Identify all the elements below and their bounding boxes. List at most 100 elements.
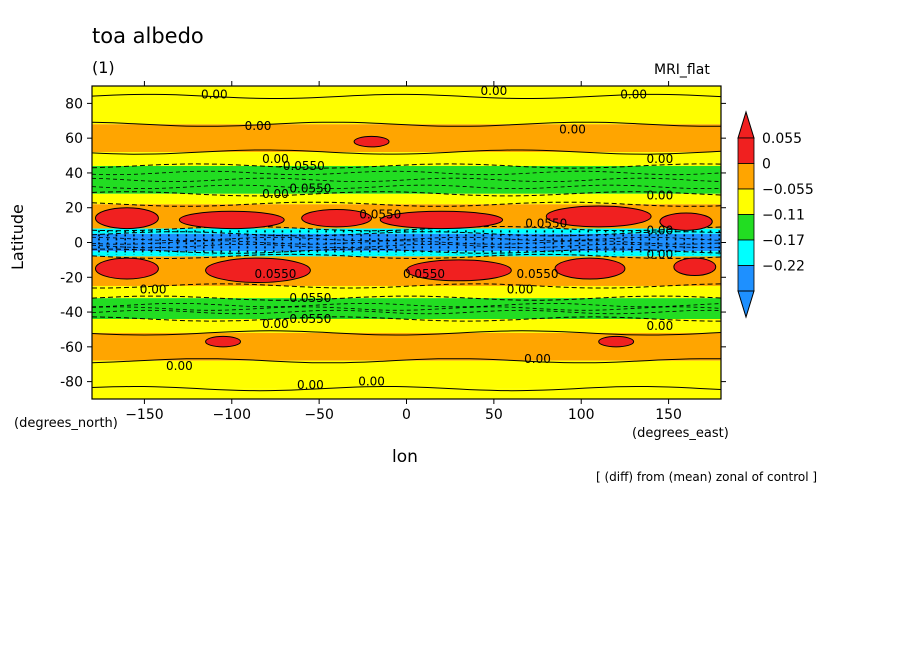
contour-line-7: [92, 226, 721, 232]
colorbar-swatch-neg3: [737, 265, 755, 292]
contour-label-1: 0.00: [481, 84, 508, 98]
contour-line-14: [92, 330, 721, 336]
contour-label-21: 0.0550: [289, 312, 331, 326]
contour-line-2: [92, 121, 721, 127]
model-name: MRI_flat: [654, 62, 710, 78]
chart-title: toa albedo: [92, 24, 204, 48]
contour-line-10: [92, 253, 721, 260]
colorbar-swatch-neg1: [737, 214, 755, 241]
contour-label-25: 0.00: [524, 352, 551, 366]
contour-line-9: [92, 248, 721, 254]
maximum-region-5: [659, 212, 713, 231]
contour-line-3: [92, 149, 721, 155]
y-tick-label-1: -60: [60, 340, 83, 356]
contour-band-5: [92, 193, 721, 205]
contour-band-3: [92, 152, 721, 166]
colorbar-arrow-top: [737, 110, 755, 139]
contour-line-12: [92, 295, 721, 301]
contour-line-15: [92, 358, 721, 364]
contour-label-9: -0.0550: [279, 159, 325, 173]
colorbar-swatch-neg2: [737, 239, 755, 266]
contour-label-2: 0.00: [620, 88, 647, 102]
contour-band-1: [92, 96, 721, 125]
contour-label-23: 0.00: [262, 317, 289, 331]
contour-band-7: [92, 228, 721, 234]
maximum-region-6: [94, 257, 159, 280]
contour-label-16: 0.0550: [403, 267, 445, 281]
contour-band-16: [92, 388, 721, 399]
contour-label-7: 0.00: [262, 187, 289, 201]
axes: -80 -60 -40 -20 0 20 40 60 80 −150 −100 −50 0 50 100 15…: [60, 81, 726, 423]
contour-label-11: 0.0550: [359, 208, 401, 222]
contour-line-5: [92, 191, 721, 197]
contour-label-27: 0.00: [358, 375, 385, 389]
x-tick-label-5: 100: [568, 407, 595, 423]
x-tick-label-0: −150: [125, 407, 163, 423]
maximum-region-12: [205, 335, 242, 348]
x-tick-label-4: 50: [485, 407, 503, 423]
x-axis-label: lon: [392, 447, 418, 467]
contour-line-6: [92, 201, 721, 207]
contour-label-6: 0.00: [646, 152, 673, 166]
y-tick-label-8: 80: [65, 96, 83, 112]
contour-label-24: 0.00: [166, 359, 193, 373]
maximum-region-11: [353, 135, 390, 148]
contour-label-12: 0.0550: [525, 216, 567, 230]
colorbar-label-0: 0.055: [762, 131, 802, 147]
colorbar-swatch-neutral: [737, 188, 755, 215]
y-tick-label-4: 0: [74, 236, 83, 252]
contour-label-13: 0.00: [646, 223, 673, 237]
maximum-region-0: [94, 207, 159, 230]
plot-area: 0.00 0.00 0.00 0.00 0.00 0.00 0.00 0.00 0.00 -0.0…: [92, 84, 721, 399]
contour-band-15: [92, 360, 721, 389]
contour-band-4: [92, 165, 721, 194]
colorbar-label-4: −0.17: [762, 233, 805, 249]
maximum-region-2: [301, 208, 373, 228]
x-tick-label-6: 150: [655, 407, 682, 423]
y-tick-label-5: 20: [65, 201, 83, 217]
y-tick-label-3: -20: [60, 270, 83, 286]
colorbar-label-2: −0.055: [762, 182, 814, 198]
colorbar-swatch-pos: [737, 163, 755, 190]
y-tick-label-0: -80: [60, 375, 83, 391]
colorbar-swatch-high: [737, 137, 755, 164]
maximum-region-1: [178, 210, 285, 230]
colorbar: 0.055 0 −0.055 −0.11 −0.17 −0.22: [737, 110, 814, 319]
colorbar-arrow-bottom: [737, 290, 755, 319]
contour-band-2: [92, 124, 721, 153]
contour-label-4: 0.00: [559, 122, 586, 136]
x-tick-label-2: −50: [304, 407, 334, 423]
contour-label-3: 0.00: [245, 119, 272, 133]
contour-label-20: 0.0550: [289, 291, 331, 305]
panel-label: (1): [92, 58, 115, 77]
contour-line-16: [92, 386, 721, 392]
maximum-region-8: [406, 259, 512, 282]
contour-band-13: [92, 319, 721, 333]
contour-label-10: 0.0550: [289, 182, 331, 196]
contour-line-11: [92, 283, 721, 289]
contour-line-1: [92, 93, 721, 99]
maximum-region-13: [598, 335, 635, 348]
contour-band-0: [92, 86, 721, 97]
x-tick-label-1: −100: [213, 407, 251, 423]
x-axis-units: (degrees_east): [632, 426, 729, 441]
contour-label-8: 0.00: [646, 189, 673, 203]
contour-label-14: 0.00: [646, 248, 673, 262]
y-tick-label-2: -40: [60, 305, 83, 321]
maximum-region-4: [545, 205, 652, 228]
maximum-region-10: [673, 257, 717, 277]
maximum-region-3: [379, 210, 504, 230]
colorbar-label-1: 0: [762, 157, 771, 173]
contour-label-22: 0.00: [646, 319, 673, 333]
contour-line-8: [92, 231, 721, 237]
maximum-region-9: [554, 257, 626, 280]
contour-label-19: 0.00: [507, 282, 534, 296]
footer-note: [ (diff) from (mean) zonal of control ]: [596, 470, 818, 484]
colorbar-label-5: −0.22: [762, 259, 805, 275]
contour-label-18: 0.00: [140, 282, 167, 296]
y-axis-units: (degrees_north): [14, 416, 118, 431]
contour-line-13: [92, 316, 721, 322]
contour-band-11: [92, 285, 721, 299]
contour-line-4: [92, 163, 721, 169]
